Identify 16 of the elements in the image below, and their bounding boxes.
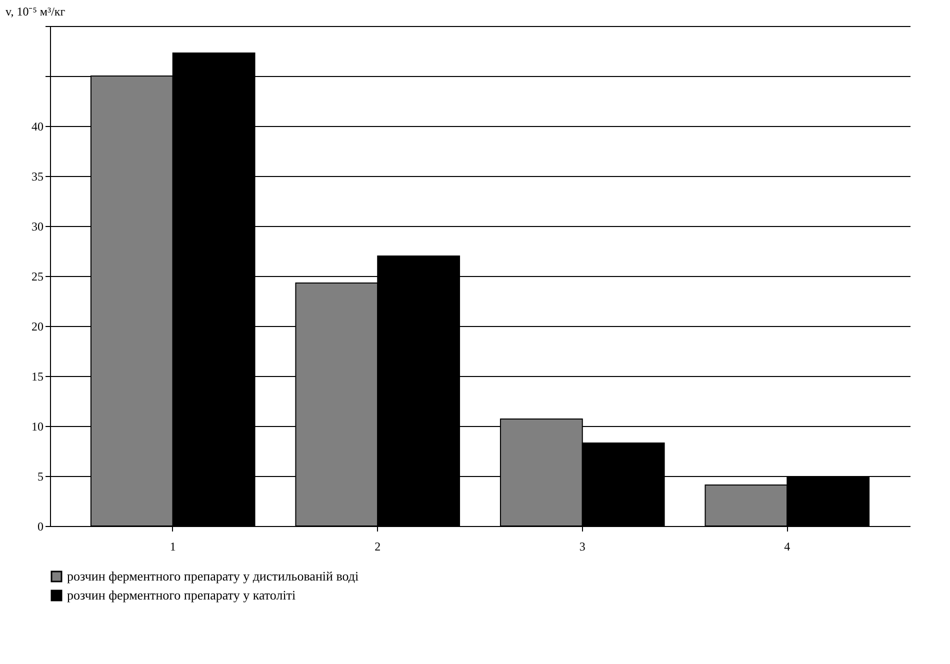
x-tick-label: 3 — [579, 540, 586, 554]
legend-label: розчин ферментного препарату у дистильованій воді — [67, 568, 360, 584]
x-tick-label: 4 — [784, 540, 790, 554]
y-tick-label: 30 — [32, 220, 44, 234]
y-tick-label: 15 — [32, 370, 44, 384]
x-tick-label: 2 — [374, 540, 381, 554]
legend-label: розчин ферментного препарату у католіті — [67, 588, 296, 602]
y-tick-label: 0 — [38, 520, 44, 534]
y-tick-label: 25 — [32, 270, 44, 284]
y-tick-label: 20 — [32, 320, 44, 334]
y-tick-label: 5 — [38, 470, 44, 484]
y-axis-title: v, 10⁻⁵ м³/кг — [6, 4, 66, 18]
x-tick-label: 1 — [170, 540, 176, 554]
y-tick-label: 10 — [32, 420, 44, 434]
y-tick-label: 35 — [32, 170, 44, 184]
y-tick-label: 40 — [32, 120, 44, 134]
